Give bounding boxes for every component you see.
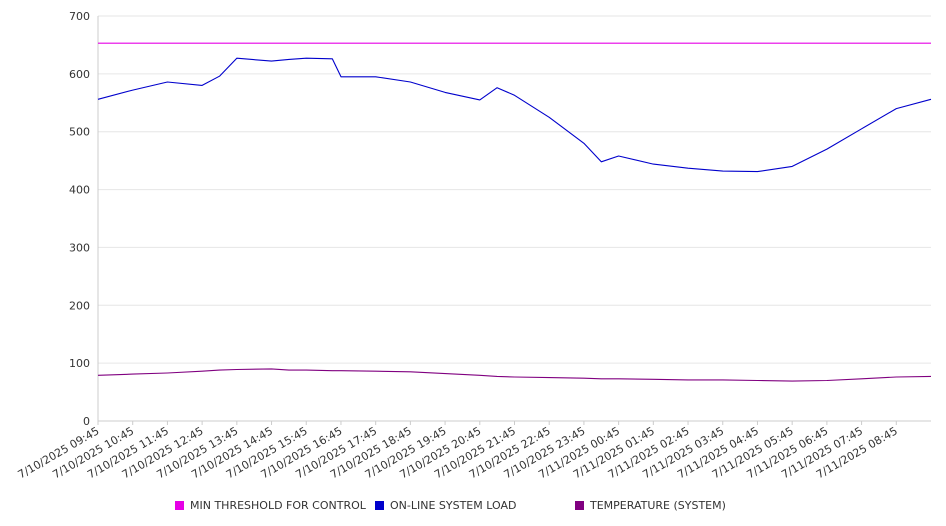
y-tick-labels: 0 100 200 300 400 500 600 700 <box>69 10 90 428</box>
y-tick-label-0: 0 <box>83 415 90 428</box>
series-line-2 <box>97 368 932 382</box>
legend-item-system-load[interactable]: ON-LINE SYSTEM LOAD <box>375 499 516 512</box>
y-tick-label-200: 200 <box>69 299 90 312</box>
axes <box>97 16 931 425</box>
legend-item-min-threshold[interactable]: MIN THRESHOLD FOR CONTROL <box>175 499 366 512</box>
y-tick-label-600: 600 <box>69 68 90 81</box>
series-line-1 <box>97 57 932 173</box>
series-lines <box>97 42 932 382</box>
legend-label-min-threshold: MIN THRESHOLD FOR CONTROL <box>190 499 366 512</box>
y-tick-label-700: 700 <box>69 10 90 23</box>
legend-swatch-min-threshold <box>175 501 184 510</box>
line-chart: 0 100 200 300 400 500 600 700 7/10/2025 09:457/… <box>16 10 932 481</box>
legend-swatch-temperature <box>575 501 584 510</box>
y-tick-label-400: 400 <box>69 184 90 197</box>
grid <box>98 15 931 364</box>
legend-item-temperature[interactable]: TEMPERATURE (SYSTEM) <box>575 499 726 512</box>
legend: MIN THRESHOLD FOR CONTROL ON-LINE SYSTEM… <box>0 496 946 516</box>
x-tick-labels: 7/10/2025 09:457/10/2025 10:457/10/2025 … <box>16 424 900 481</box>
legend-label-system-load: ON-LINE SYSTEM LOAD <box>390 499 517 512</box>
legend-swatch-system-load <box>375 501 384 510</box>
y-tick-label-300: 300 <box>69 241 90 254</box>
y-tick-label-500: 500 <box>69 126 90 139</box>
legend-label-temperature: TEMPERATURE (SYSTEM) <box>590 499 726 512</box>
y-tick-label-100: 100 <box>69 357 90 370</box>
